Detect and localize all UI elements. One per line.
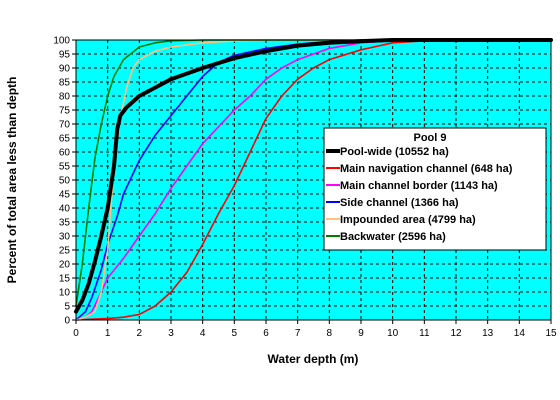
y-tick-label: 5 (64, 302, 70, 313)
x-tick-label: 1 (105, 328, 111, 339)
y-tick-label: 55 (59, 162, 71, 173)
y-tick-label: 60 (59, 148, 71, 159)
x-tick-label: 13 (482, 328, 494, 339)
x-tick-label: 4 (200, 328, 206, 339)
series-line (74, 38, 553, 314)
legend-label: Impounded area (4799 ha) (340, 214, 476, 226)
y-axis-title: Percent of total area less than depth (5, 77, 19, 284)
y-tick-label: 35 (59, 218, 71, 229)
legend: Pool 9 Pool-wide (10552 ha) Main navigati… (323, 127, 547, 251)
legend-label: Backwater (2596 ha) (340, 231, 446, 243)
y-tick-label: 90 (59, 64, 71, 75)
y-tick-label: 50 (59, 176, 71, 187)
x-tick-label: 14 (514, 328, 526, 339)
x-tick-label: 10 (387, 328, 399, 339)
x-tick-label: 15 (545, 328, 557, 339)
legend-box (323, 127, 547, 251)
y-tick-label: 0 (64, 316, 70, 327)
x-axis-title: Water depth (m) (268, 352, 359, 366)
legend-label: Side channel (1366 ha) (340, 197, 459, 209)
y-tick-label: 100 (53, 36, 70, 47)
x-tick-label: 0 (73, 328, 79, 339)
y-tick-label: 15 (59, 274, 71, 285)
y-tick-label: 95 (59, 50, 71, 61)
y-tick-label: 20 (59, 260, 71, 271)
y-tick-label: 85 (59, 78, 71, 89)
y-tick-label: 45 (59, 190, 71, 201)
legend-title: Pool 9 (413, 132, 446, 144)
y-tick-label: 65 (59, 134, 71, 145)
y-tick-label: 25 (59, 246, 71, 257)
series-line (75, 39, 552, 307)
series-line (75, 39, 552, 321)
y-tick-label: 70 (59, 120, 71, 131)
x-tick-label: 6 (263, 328, 269, 339)
y-tick-label: 80 (59, 92, 71, 103)
x-tick-label: 5 (232, 328, 238, 339)
series-layer (74, 38, 553, 321)
x-tick-label: 8 (327, 328, 333, 339)
x-tick-label: 9 (358, 328, 364, 339)
y-axis-ticks: 0 5 10 15 20 25 30 35 40 45 50 55 60 65 70 75 80 85 90 95 10… (53, 36, 76, 327)
y-tick-label: 10 (59, 288, 71, 299)
x-tick-label: 2 (137, 328, 143, 339)
legend-label: Pool-wide (10552 ha) (340, 146, 449, 158)
x-tick-label: 12 (450, 328, 462, 339)
legend-items: Pool-wide (10552 ha) Main navigation chan… (326, 146, 513, 243)
x-axis-ticks: 0 1 2 3 4 5 6 7 8 9 10 11 12 13 14 15 (73, 320, 557, 339)
series-line (75, 39, 552, 321)
x-tick-label: 11 (419, 328, 430, 339)
series-line (75, 39, 552, 321)
legend-label: Main channel border (1143 ha) (340, 180, 498, 192)
y-tick-label: 40 (59, 204, 71, 215)
x-tick-label: 7 (295, 328, 301, 339)
y-tick-label: 75 (59, 106, 71, 117)
y-tick-label: 30 (59, 232, 71, 243)
x-tick-label: 3 (168, 328, 174, 339)
legend-label: Main navigation channel (648 ha) (340, 163, 513, 175)
